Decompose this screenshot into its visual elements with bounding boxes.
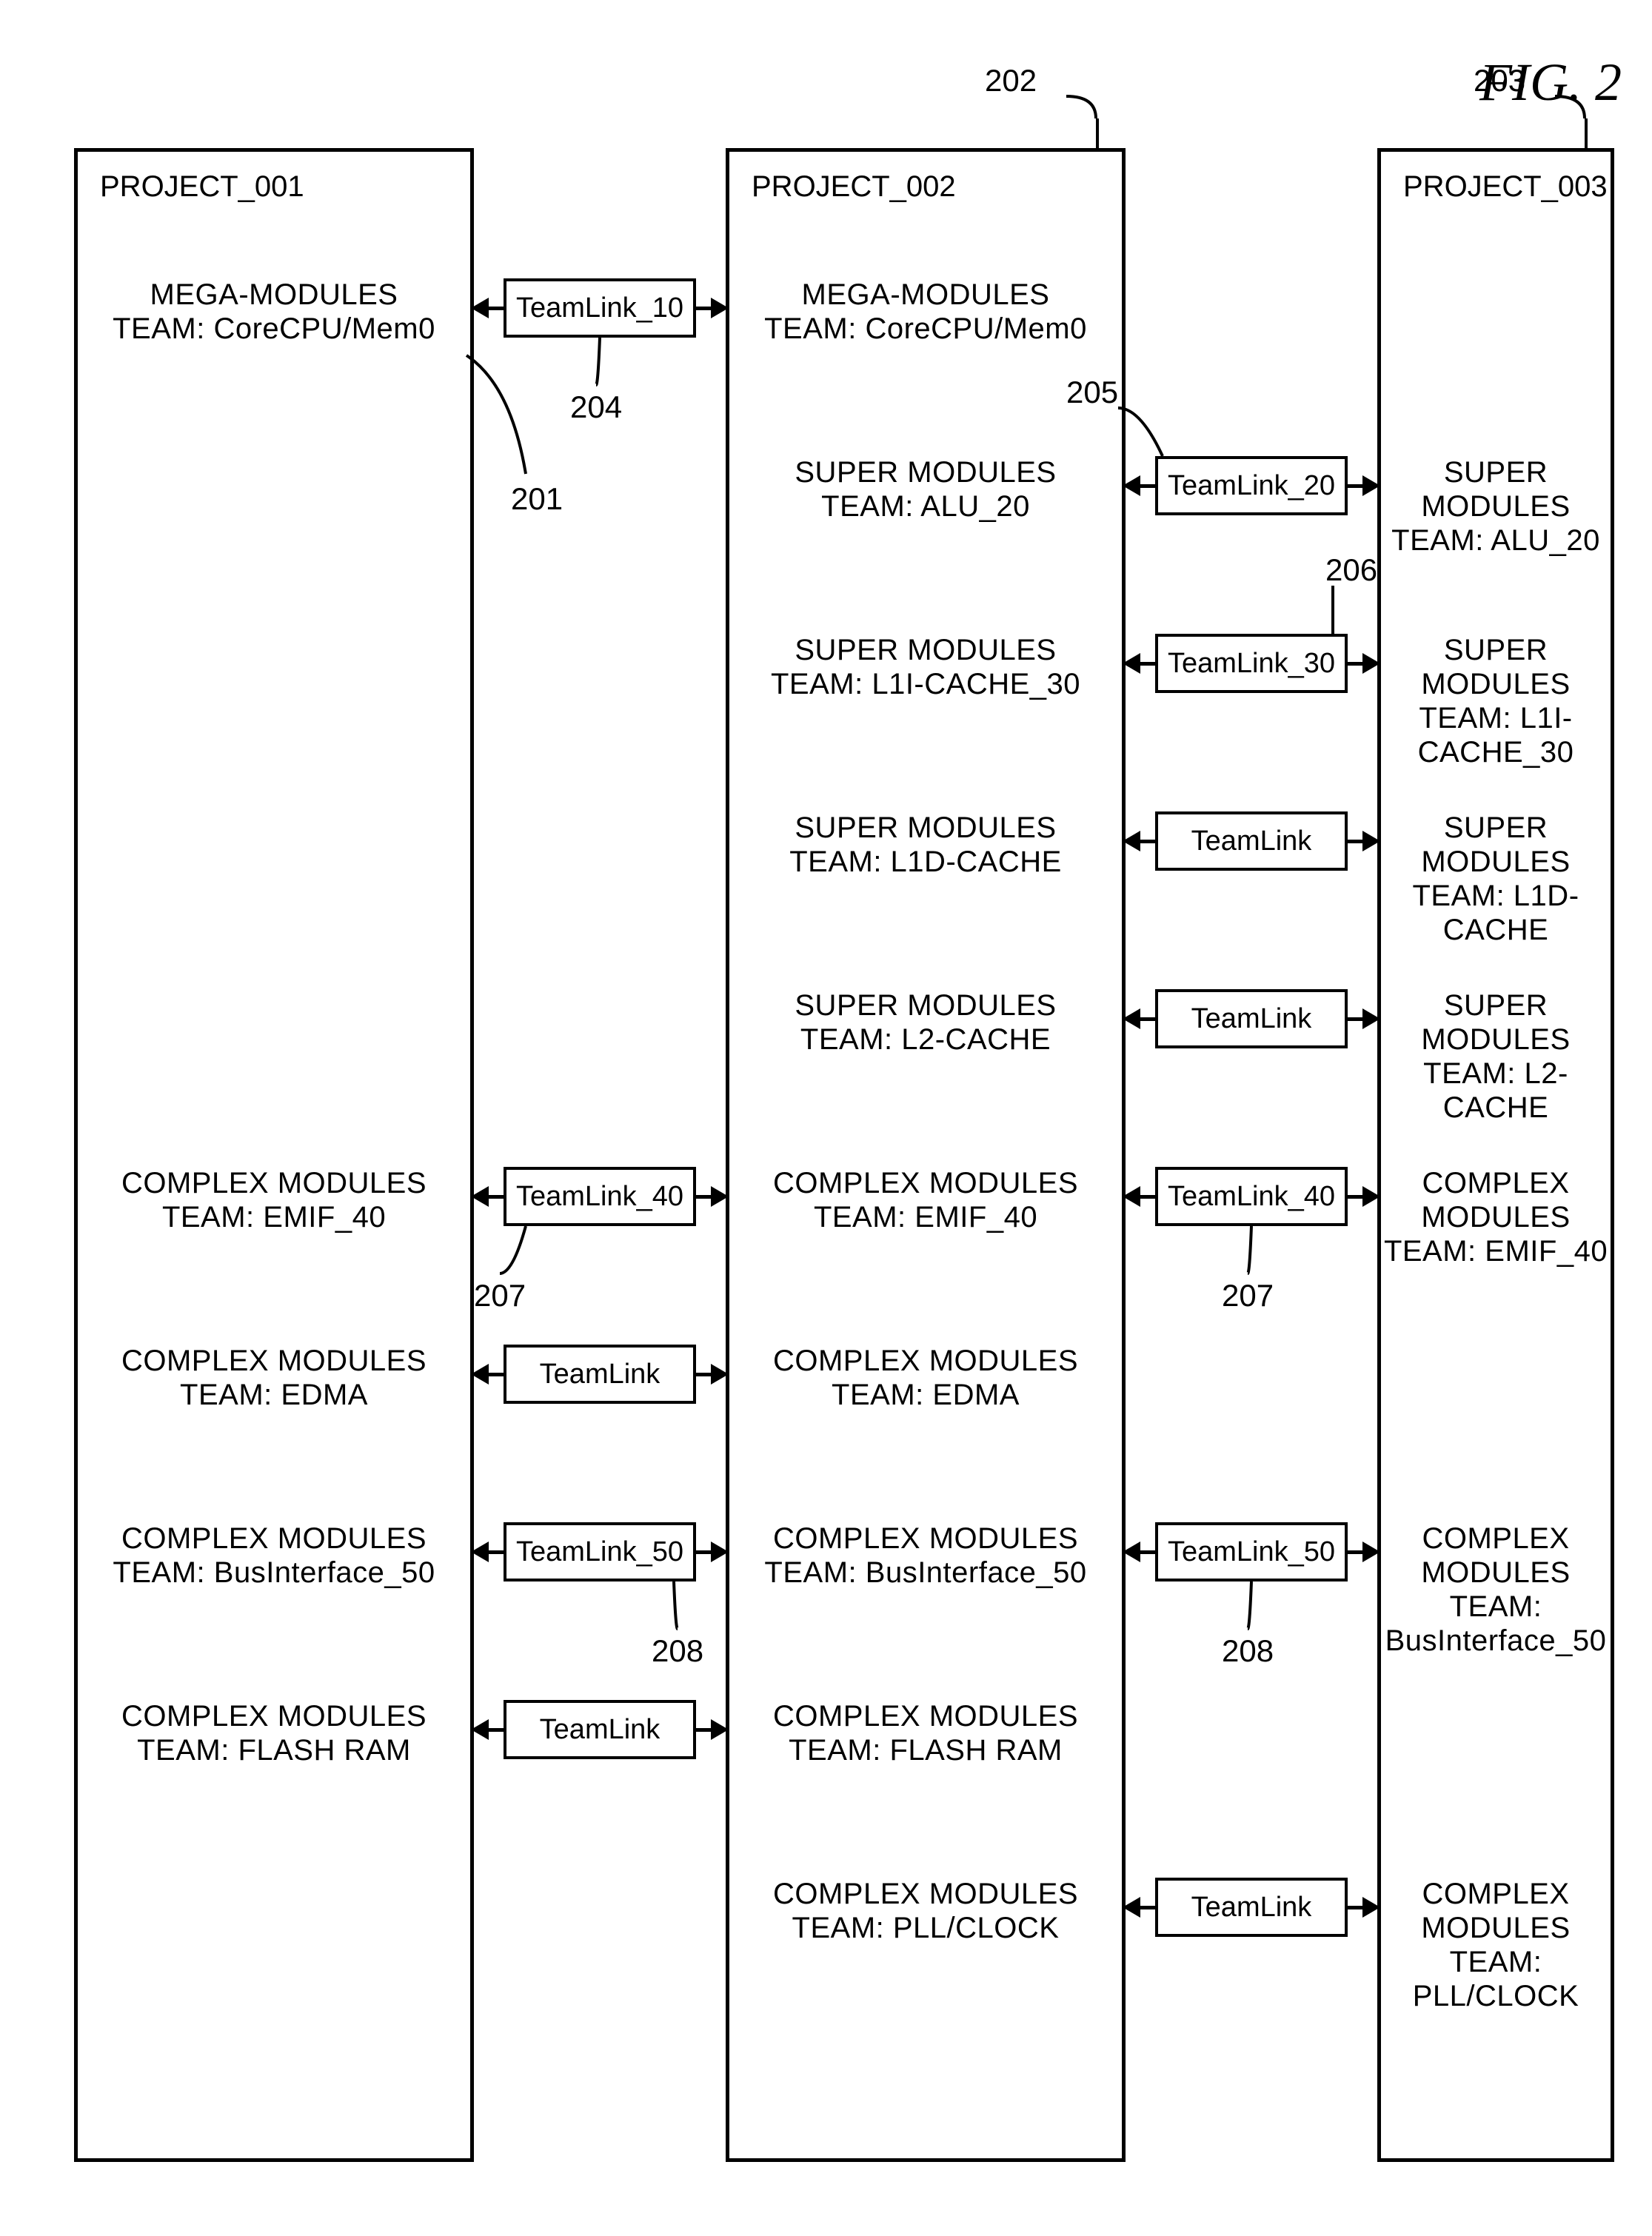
module-block: SUPER MODULESTEAM: L2-CACHE bbox=[1381, 988, 1611, 1125]
teamlink-box: TeamLink bbox=[504, 1345, 696, 1404]
module-block: COMPLEX MODULESTEAM: BusInterface_50 bbox=[729, 1522, 1122, 1590]
module-line: TEAM: EMIF_40 bbox=[729, 1200, 1122, 1234]
module-line: COMPLEX MODULES bbox=[729, 1344, 1122, 1378]
module-block: SUPER MODULESTEAM: L1D-CACHE bbox=[1381, 811, 1611, 947]
module-line: SUPER MODULES bbox=[1381, 633, 1611, 701]
module-line: SUPER MODULES bbox=[729, 633, 1122, 667]
module-line: TEAM: CoreCPU/Mem0 bbox=[78, 312, 470, 346]
module-line: COMPLEX MODULES bbox=[78, 1699, 470, 1733]
module-line: MEGA-MODULES bbox=[78, 278, 470, 312]
module-block: SUPER MODULESTEAM: L1I-CACHE_30 bbox=[1381, 633, 1611, 769]
teamlink-box: TeamLink bbox=[504, 1700, 696, 1759]
module-line: TEAM: FLASH RAM bbox=[729, 1733, 1122, 1767]
module-line: TEAM: FLASH RAM bbox=[78, 1733, 470, 1767]
ref-label: 203 bbox=[1474, 63, 1525, 98]
project-title: PROJECT_001 bbox=[78, 170, 470, 204]
module-block: COMPLEX MODULESTEAM: FLASH RAM bbox=[78, 1699, 470, 1767]
module-block: COMPLEX MODULESTEAM: BusInterface_50 bbox=[1381, 1522, 1611, 1658]
module-line: TEAM: EMIF_40 bbox=[1381, 1234, 1611, 1268]
module-line: TEAM: EMIF_40 bbox=[78, 1200, 470, 1234]
module-block: COMPLEX MODULESTEAM: EDMA bbox=[78, 1344, 470, 1412]
module-block: COMPLEX MODULESTEAM: EMIF_40 bbox=[729, 1166, 1122, 1234]
module-block: COMPLEX MODULESTEAM: EMIF_40 bbox=[1381, 1166, 1611, 1268]
ref-label: 202 bbox=[985, 63, 1037, 98]
module-line: TEAM: L1I-CACHE_30 bbox=[729, 667, 1122, 701]
module-line: COMPLEX MODULES bbox=[78, 1166, 470, 1200]
module-line: TEAM: L1D-CACHE bbox=[729, 845, 1122, 879]
module-line: COMPLEX MODULES bbox=[729, 1877, 1122, 1911]
module-line: COMPLEX MODULES bbox=[1381, 1166, 1611, 1234]
module-line: COMPLEX MODULES bbox=[1381, 1877, 1611, 1945]
module-block: MEGA-MODULESTEAM: CoreCPU/Mem0 bbox=[729, 278, 1122, 346]
module-line: SUPER MODULES bbox=[1381, 811, 1611, 879]
module-line: TEAM: EDMA bbox=[729, 1378, 1122, 1412]
module-line: TEAM: L2-CACHE bbox=[729, 1022, 1122, 1057]
module-line: MEGA-MODULES bbox=[729, 278, 1122, 312]
module-block: SUPER MODULESTEAM: L2-CACHE bbox=[729, 988, 1122, 1057]
module-line: SUPER MODULES bbox=[1381, 455, 1611, 523]
module-line: SUPER MODULES bbox=[1381, 988, 1611, 1057]
figure-2: FIG. 2PROJECT_001MEGA-MODULESTEAM: CoreC… bbox=[30, 30, 1622, 2206]
module-line: SUPER MODULES bbox=[729, 988, 1122, 1022]
module-line: TEAM: ALU_20 bbox=[1381, 523, 1611, 558]
module-line: COMPLEX MODULES bbox=[729, 1699, 1122, 1733]
module-block: MEGA-MODULESTEAM: CoreCPU/Mem0 bbox=[78, 278, 470, 346]
project-box-p3: PROJECT_003SUPER MODULESTEAM: ALU_20SUPE… bbox=[1377, 148, 1614, 2162]
module-block: COMPLEX MODULESTEAM: BusInterface_50 bbox=[78, 1522, 470, 1590]
teamlink-box: TeamLink bbox=[1155, 811, 1348, 871]
teamlink-box: TeamLink bbox=[1155, 989, 1348, 1048]
teamlink-box: TeamLink_20 bbox=[1155, 456, 1348, 515]
project-box-p2: PROJECT_002 MEGA-MODULESTEAM: CoreCPU/Mem… bbox=[726, 148, 1126, 2162]
module-line: SUPER MODULES bbox=[729, 455, 1122, 489]
module-line: TEAM: CoreCPU/Mem0 bbox=[729, 312, 1122, 346]
project-box-p1: PROJECT_001 MEGA-MODULESTEAM: CoreCPU/Mem… bbox=[74, 148, 474, 2162]
module-block: SUPER MODULESTEAM: ALU_20 bbox=[1381, 455, 1611, 558]
module-block: COMPLEX MODULESTEAM: PLL/CLOCK bbox=[1381, 1877, 1611, 2013]
module-block: COMPLEX MODULESTEAM: EMIF_40 bbox=[78, 1166, 470, 1234]
module-line: TEAM: BusInterface_50 bbox=[78, 1556, 470, 1590]
ref-label: 201 bbox=[511, 481, 563, 517]
module-line: COMPLEX MODULES bbox=[729, 1166, 1122, 1200]
module-block: SUPER MODULESTEAM: L1D-CACHE bbox=[729, 811, 1122, 879]
module-block: COMPLEX MODULESTEAM: PLL/CLOCK bbox=[729, 1877, 1122, 1945]
module-block: SUPER MODULESTEAM: ALU_20 bbox=[729, 455, 1122, 523]
module-line: TEAM: PLL/CLOCK bbox=[1381, 1945, 1611, 2013]
module-line: COMPLEX MODULES bbox=[78, 1344, 470, 1378]
module-block: COMPLEX MODULESTEAM: EDMA bbox=[729, 1344, 1122, 1412]
project-title: PROJECT_002 bbox=[729, 170, 1122, 204]
module-line: TEAM: PLL/CLOCK bbox=[729, 1911, 1122, 1945]
module-line: COMPLEX MODULES bbox=[729, 1522, 1122, 1556]
module-line: COMPLEX MODULES bbox=[78, 1522, 470, 1556]
module-line: TEAM: BusInterface_50 bbox=[729, 1556, 1122, 1590]
module-line: COMPLEX MODULES bbox=[1381, 1522, 1611, 1590]
teamlink-box: TeamLink bbox=[1155, 1878, 1348, 1937]
module-line: TEAM: L1D-CACHE bbox=[1381, 879, 1611, 947]
module-line: TEAM: EDMA bbox=[78, 1378, 470, 1412]
module-line: TEAM: L1I-CACHE_30 bbox=[1381, 701, 1611, 769]
module-block: COMPLEX MODULESTEAM: FLASH RAM bbox=[729, 1699, 1122, 1767]
module-line: TEAM: L2-CACHE bbox=[1381, 1057, 1611, 1125]
project-title: PROJECT_003 bbox=[1381, 170, 1611, 204]
module-block: SUPER MODULESTEAM: L1I-CACHE_30 bbox=[729, 633, 1122, 701]
module-line: SUPER MODULES bbox=[729, 811, 1122, 845]
module-line: TEAM: BusInterface_50 bbox=[1381, 1590, 1611, 1658]
module-line: TEAM: ALU_20 bbox=[729, 489, 1122, 523]
